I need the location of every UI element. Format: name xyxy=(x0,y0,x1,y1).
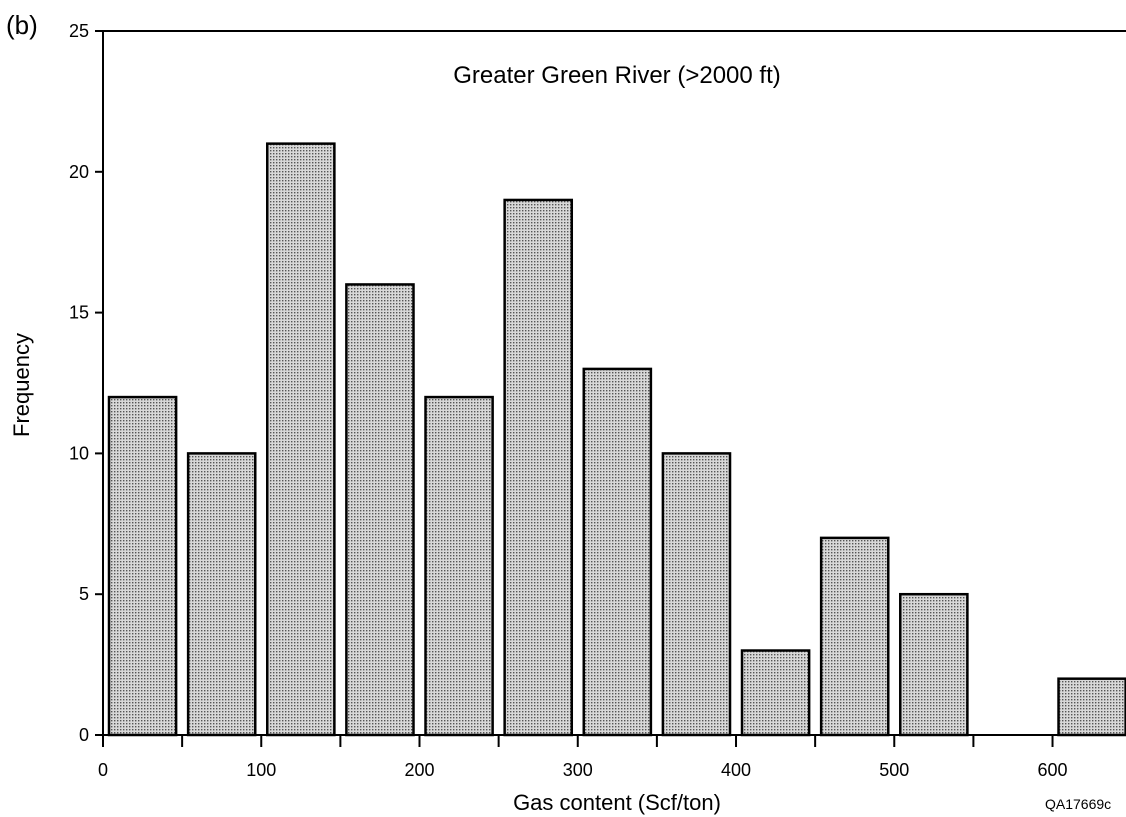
bar-50-100 xyxy=(186,452,257,737)
x-axis-label: Gas content (Scf/ton) xyxy=(513,790,721,815)
ticks-group: 0 5 10 15 20 25 0 100 200 300 400 500 600 xyxy=(69,21,1068,780)
x-tick-label-500: 500 xyxy=(879,760,909,780)
x-tick-label-0: 0 xyxy=(98,760,108,780)
x-tick-label-400: 400 xyxy=(721,760,751,780)
axes-group xyxy=(102,30,1126,736)
bar-250-300 xyxy=(503,198,574,737)
bar-500-550 xyxy=(899,592,969,737)
y-tick-label-10: 10 xyxy=(69,443,89,463)
x-tick-label-600: 600 xyxy=(1038,760,1068,780)
bar-450-500 xyxy=(819,536,890,737)
x-tick-label-100: 100 xyxy=(246,760,276,780)
x-tick-label-300: 300 xyxy=(563,760,593,780)
bar-600-650 xyxy=(1057,677,1126,737)
y-axis-label: Frequency xyxy=(9,333,34,437)
x-tick-label-200: 200 xyxy=(404,760,434,780)
bars-group xyxy=(107,142,1126,737)
bar-350-400 xyxy=(661,452,732,737)
figure-code: QA17669c xyxy=(1045,796,1112,812)
bar-300-350 xyxy=(582,367,653,737)
y-tick-label-0: 0 xyxy=(79,725,89,745)
bar-100-150 xyxy=(266,142,336,737)
y-tick-label-5: 5 xyxy=(79,584,89,604)
chart-title: Greater Green River (>2000 ft) xyxy=(453,62,781,89)
y-tick-label-20: 20 xyxy=(69,162,89,182)
y-tick-label-15: 15 xyxy=(69,303,89,323)
panel-label: (b) xyxy=(6,10,38,40)
bar-150-200 xyxy=(345,283,415,737)
bar-200-250 xyxy=(424,395,494,737)
y-tick-label-25: 25 xyxy=(69,21,89,41)
bar-400-450 xyxy=(740,649,811,737)
bar-0-50 xyxy=(107,395,178,737)
